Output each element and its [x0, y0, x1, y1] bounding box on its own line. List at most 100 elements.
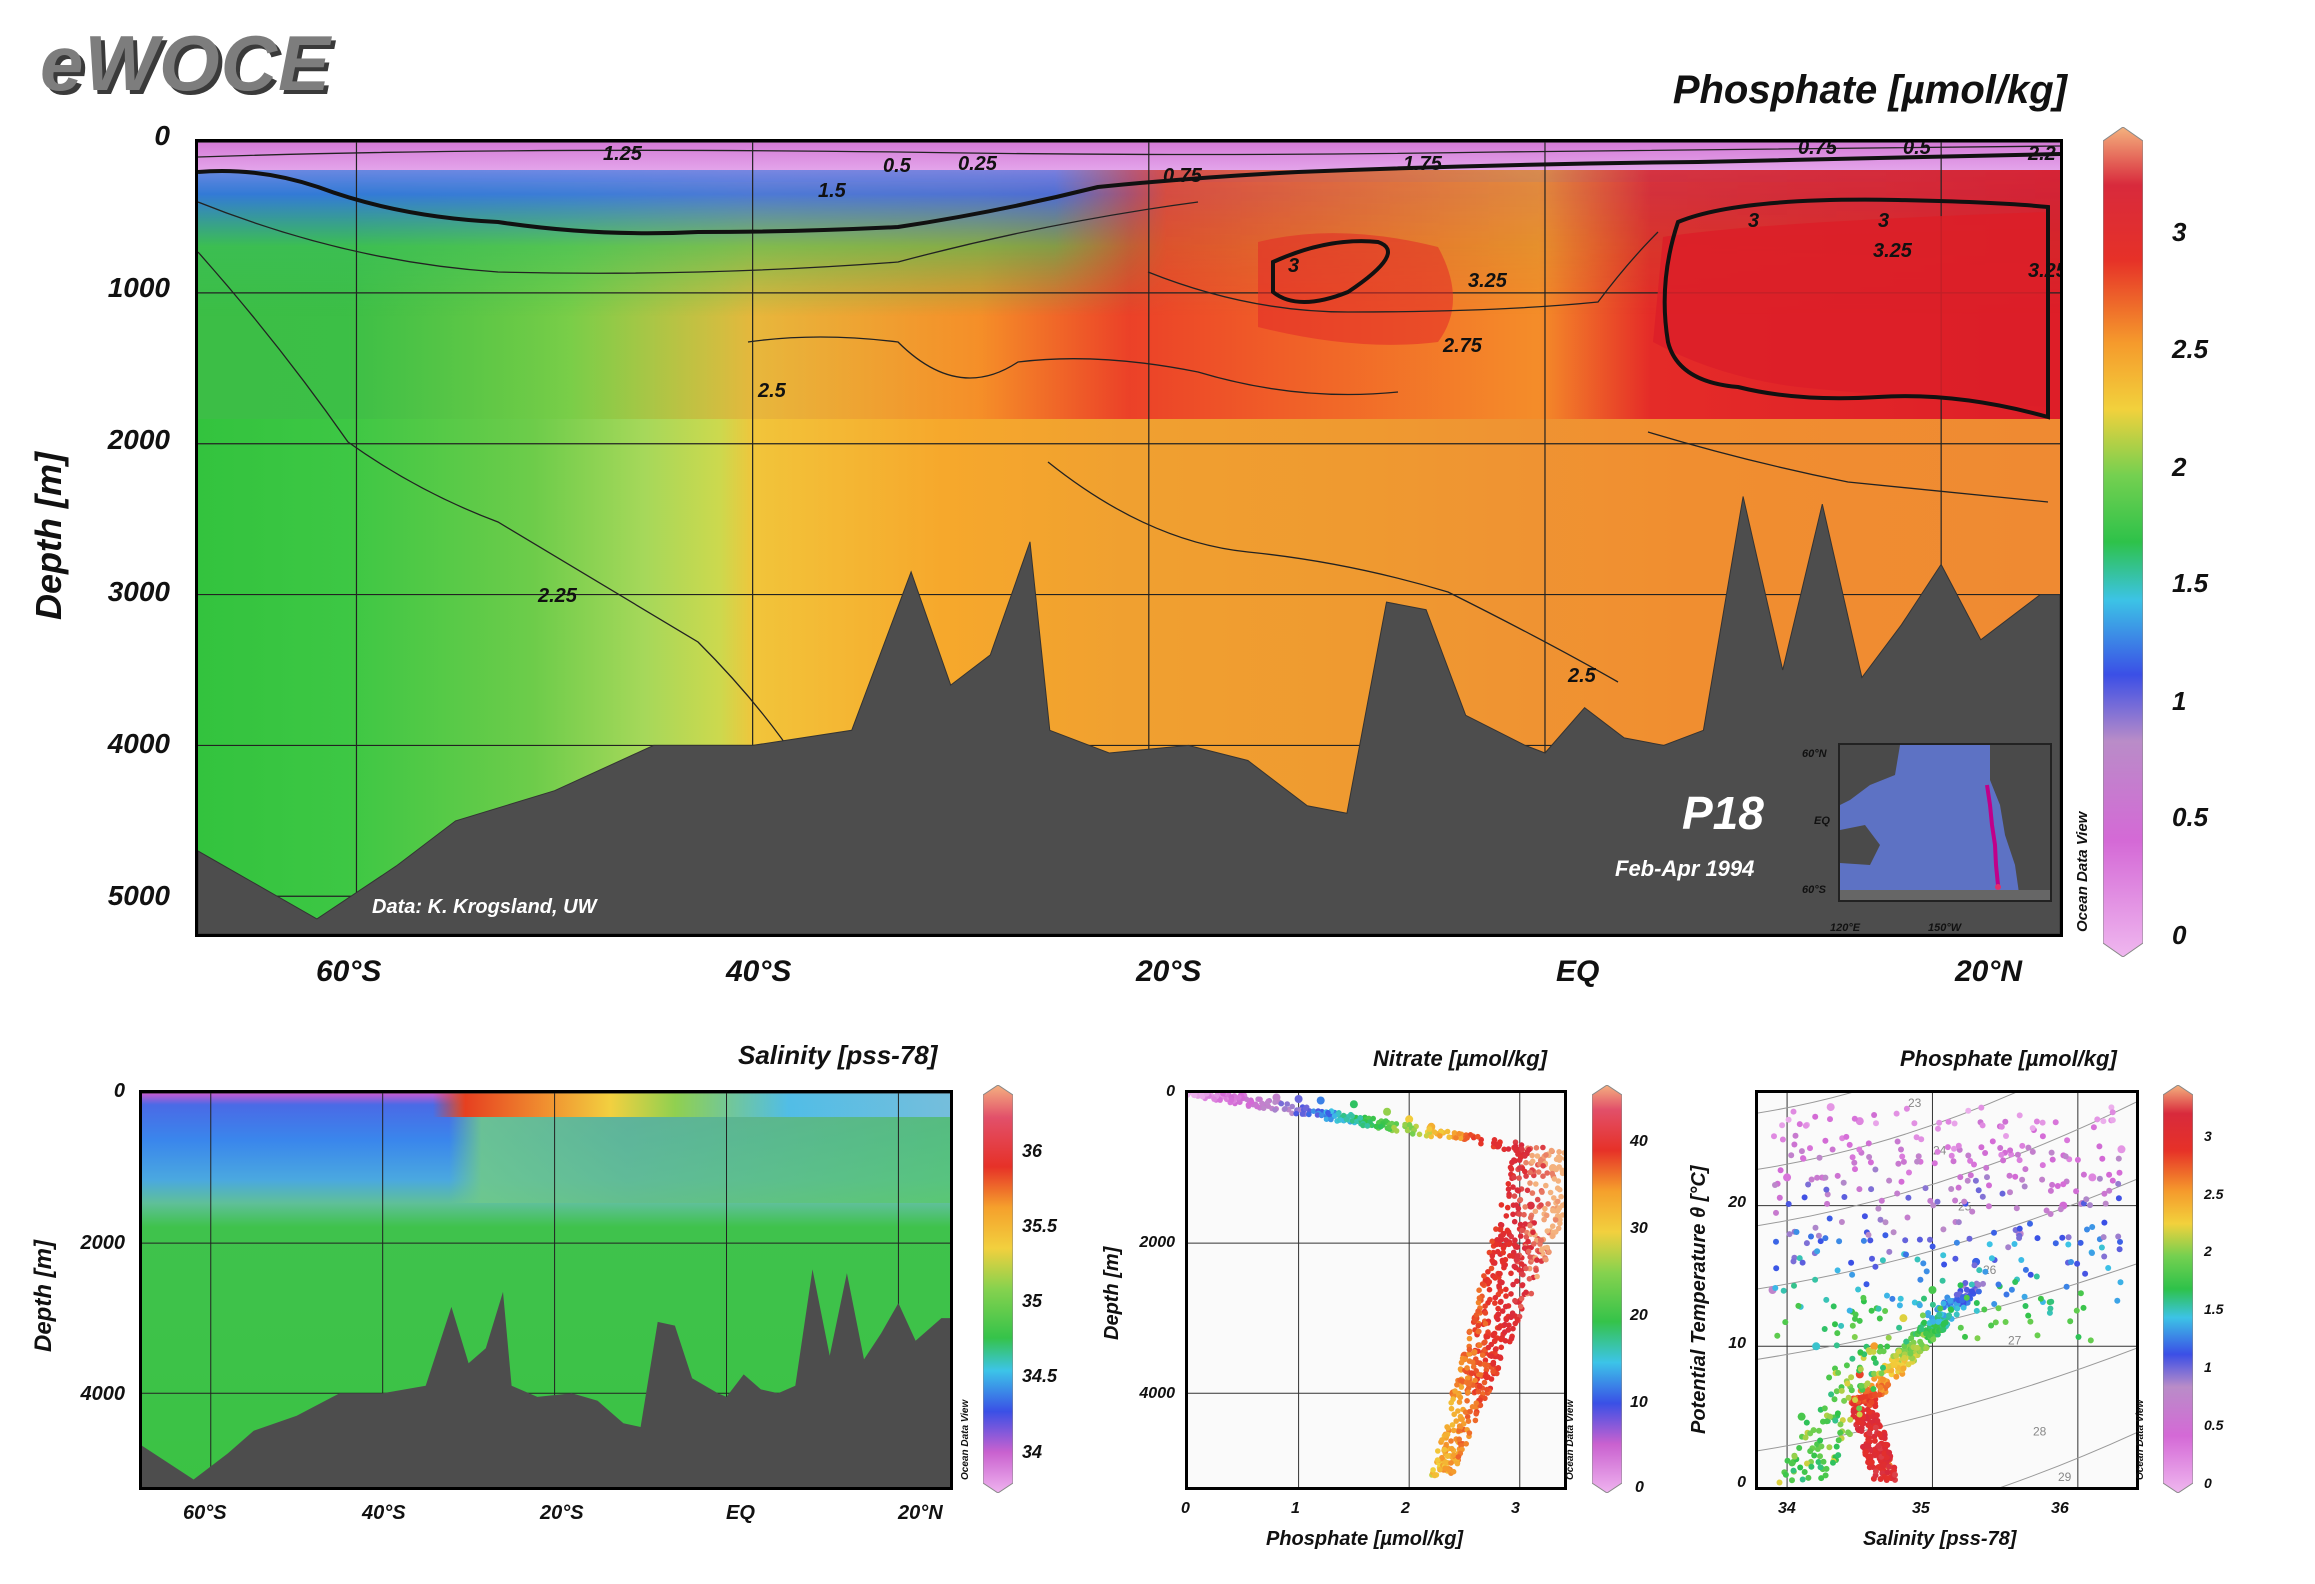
ts-point [1991, 1301, 1998, 1307]
nit-point [1220, 1093, 1226, 1097]
ts-point [1884, 1292, 1890, 1299]
ts-point [1953, 1239, 1960, 1246]
ts-point [2049, 1156, 2056, 1163]
nit-point [1516, 1157, 1523, 1163]
nit-point [1466, 1346, 1473, 1353]
ts-point [1779, 1136, 1786, 1143]
nit-point [1498, 1298, 1504, 1305]
ts-point [1940, 1226, 1947, 1233]
ts-point [2094, 1116, 2101, 1123]
phosphate-max-core [1653, 212, 2048, 407]
ts-point [1900, 1158, 1907, 1165]
ts-point [2065, 1241, 2072, 1248]
ts-scatter-svg: 23242526272829 [1758, 1093, 2136, 1487]
ts-point [1918, 1326, 1925, 1333]
ts-point [1822, 1472, 1829, 1479]
ts-point [1783, 1173, 1792, 1182]
ts-point [2002, 1319, 2009, 1325]
ts-point [1884, 1469, 1891, 1476]
ts-point [1969, 1208, 1976, 1215]
ts-point [1997, 1145, 2004, 1151]
nit-ytick: 4000 [1139, 1385, 1175, 1402]
ts-point [2115, 1180, 2122, 1187]
main-cbar-tick: 1.5 [2172, 568, 2209, 598]
ts-point [1776, 1194, 1783, 1201]
ts-point [1805, 1474, 1812, 1481]
ts-point [1848, 1259, 1855, 1266]
nit-point [1512, 1139, 1519, 1145]
ts-point [1849, 1355, 1856, 1362]
ts-point [1953, 1291, 1960, 1298]
sal-xtick: 40°S [362, 1502, 406, 1524]
ts-point [1984, 1174, 1990, 1181]
ts-point [2019, 1176, 2026, 1183]
nit-point [1383, 1107, 1392, 1116]
ts-point [2067, 1318, 2074, 1325]
nit-point [1525, 1238, 1531, 1245]
contour-2 [198, 152, 2060, 236]
ts-point [2083, 1196, 2090, 1203]
ts-point [1893, 1110, 1900, 1117]
nit-point [1549, 1223, 1556, 1229]
nit-point [1516, 1175, 1522, 1181]
ts-point [1860, 1237, 1867, 1244]
nit-point [1469, 1370, 1475, 1377]
nit-point [1485, 1344, 1492, 1351]
nit-point [1527, 1180, 1533, 1186]
nit-point [1513, 1202, 1520, 1208]
sal-ytick: 4000 [80, 1383, 126, 1405]
ts-cbar-tick: 1 [2204, 1359, 2212, 1375]
nit-point [1489, 1257, 1495, 1264]
ts-point [1818, 1443, 1825, 1450]
nit-point [1377, 1123, 1384, 1130]
ts-point [1870, 1348, 1877, 1355]
nit-point [1325, 1109, 1331, 1116]
ts-point [1821, 1405, 1828, 1412]
ts-point [1935, 1318, 1942, 1325]
ts-point [1966, 1235, 1973, 1242]
ts-point [1791, 1282, 1797, 1289]
ts-point [1895, 1160, 1902, 1167]
ts-point [1882, 1441, 1889, 1448]
contour-label: 2.75 [1442, 335, 1483, 357]
nit-point [1457, 1366, 1464, 1372]
nit-point [1469, 1359, 1476, 1365]
nit-point [1446, 1134, 1452, 1140]
nit-point [1542, 1205, 1548, 1212]
nit-point [1323, 1116, 1330, 1122]
nit-point [1475, 1322, 1482, 1329]
ts-point [1849, 1271, 1856, 1278]
sal-odv-label: Ocean Data View [960, 1399, 971, 1480]
nit-point [1495, 1305, 1501, 1312]
ts-point [1771, 1133, 1777, 1140]
ts-point [2074, 1156, 2081, 1163]
ts-point [1930, 1318, 1937, 1325]
nit-point [1516, 1165, 1523, 1171]
contour-line [1047, 461, 1619, 683]
ts-point [1896, 1324, 1903, 1331]
ts-point [1773, 1209, 1779, 1216]
nit-point [1543, 1256, 1549, 1263]
inset-lon-150w: 150°W [1928, 922, 1962, 934]
main-title: Phosphate [µmol/kg] [1672, 68, 2067, 112]
nit-point [1448, 1438, 1454, 1444]
ts-point [1973, 1307, 1980, 1314]
nit-point [1466, 1430, 1473, 1436]
main-xtick: 20°N [1955, 955, 2023, 988]
contour-label: 1.5 [818, 180, 847, 202]
nit-point [1500, 1245, 1507, 1251]
nit-point [1502, 1338, 1509, 1344]
ts-point [2106, 1187, 2113, 1194]
ts-point [2002, 1118, 2009, 1125]
ts-point [1855, 1286, 1862, 1293]
ts-point [1952, 1255, 1959, 1262]
ts-point [1981, 1306, 1988, 1313]
nit-point [1475, 1308, 1481, 1314]
nit-point [1502, 1303, 1509, 1310]
nit-point [1442, 1459, 1449, 1465]
ts-point [1902, 1237, 1909, 1244]
ts-point [1995, 1305, 2002, 1312]
contour-label: 3 [1748, 210, 1759, 232]
ts-point [1909, 1355, 1916, 1362]
ts-point [1916, 1236, 1923, 1243]
